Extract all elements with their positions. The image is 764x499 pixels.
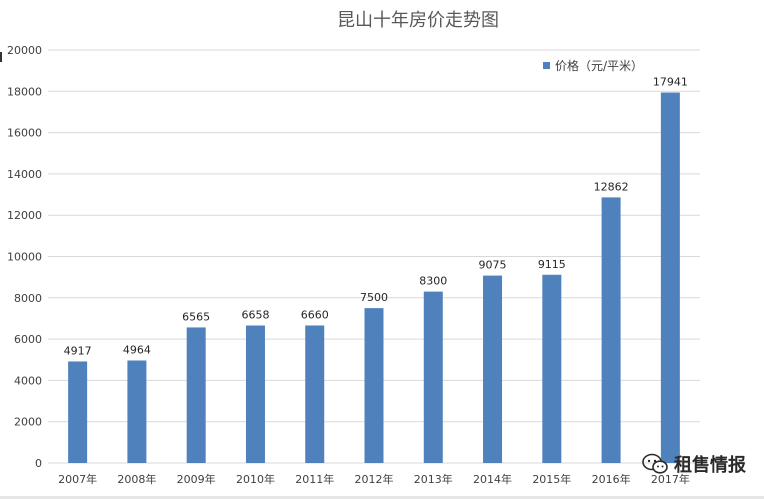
gridlines (48, 49, 700, 464)
bar (305, 325, 325, 463)
x-tick-label: 2015年 (532, 472, 571, 486)
data-label: 8300 (419, 275, 447, 288)
bar (483, 275, 503, 463)
y-tick-label: 16000 (7, 127, 42, 140)
bar (186, 327, 206, 463)
data-label: 6660 (301, 308, 329, 321)
data-label: 9115 (538, 258, 566, 271)
x-tick-label: 2010年 (236, 472, 275, 486)
x-tick-label: 2012年 (355, 472, 394, 486)
bar (127, 360, 147, 463)
bar (601, 197, 621, 463)
data-label: 4917 (64, 344, 92, 357)
y-tick-label: 0 (35, 457, 42, 470)
data-label: 12862 (594, 180, 629, 193)
legend: 价格（元/平米） (543, 58, 643, 73)
bottom-divider (0, 496, 764, 499)
legend-label: 价格（元/平米） (555, 58, 643, 73)
y-tick-label: 6000 (14, 333, 42, 346)
x-tick-label: 2017年 (651, 472, 690, 486)
x-tick-label: 2011年 (295, 472, 334, 486)
x-axis-ticks: 2007年 2008年 2009年 2010年 2011年 2012年 2013年 2014年… (58, 472, 690, 486)
x-tick-label: 2013年 (414, 472, 453, 486)
y-tick-label: 8000 (14, 292, 42, 305)
bars (68, 92, 680, 464)
data-label: 17941 (653, 76, 688, 89)
x-tick-label: 2016年 (592, 472, 631, 486)
bar (660, 92, 680, 464)
x-tick-label: 2009年 (177, 472, 216, 486)
legend-swatch (543, 62, 550, 69)
x-tick-label: 2008年 (117, 472, 156, 486)
y-tick-label: 18000 (7, 85, 42, 98)
bar (364, 308, 384, 463)
bar (68, 361, 88, 463)
data-label: 7500 (360, 291, 388, 304)
y-tick-label: 14000 (7, 168, 42, 181)
data-label: 4964 (123, 343, 151, 356)
data-label: 9075 (479, 259, 507, 272)
wechat-icon (642, 453, 668, 474)
bar (423, 291, 443, 463)
y-tick-label: 20000 (7, 44, 42, 57)
y-axis-ticks: 0 2000 4000 6000 8000 10000 12000 14000 16000 180… (7, 44, 42, 470)
y-tick-label: 4000 (14, 374, 42, 387)
data-label: 6658 (241, 309, 269, 322)
watermark-text: 租售情报 (674, 455, 746, 476)
data-labels: 4917 4964 6565 6658 6660 7500 8300 9075 9115 1286… (64, 76, 688, 358)
watermark: 租售情报 (642, 451, 746, 477)
x-tick-label: 2014年 (473, 472, 512, 486)
y-tick-label: 10000 (7, 251, 42, 264)
bar (245, 325, 265, 463)
y-tick-label: 2000 (14, 416, 42, 429)
y-tick-label: 12000 (7, 209, 42, 222)
bar (542, 274, 562, 463)
chart-title: 昆山十年房价走势图 (337, 10, 499, 31)
x-tick-label: 2007年 (58, 472, 97, 486)
data-label: 6565 (182, 310, 210, 323)
edge-mark (0, 52, 2, 62)
